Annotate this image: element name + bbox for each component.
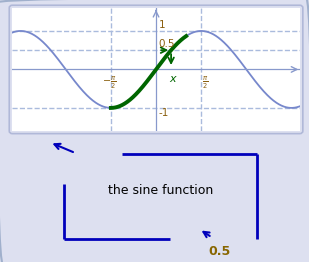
Text: $-\frac{\pi}{2}$: $-\frac{\pi}{2}$	[102, 74, 117, 91]
Text: the sine function: the sine function	[108, 184, 213, 197]
Text: $x$: $x$	[169, 74, 178, 84]
Text: 1: 1	[158, 20, 165, 30]
Text: $\frac{\pi}{2}$: $\frac{\pi}{2}$	[202, 74, 209, 91]
Text: 0.5: 0.5	[208, 245, 231, 258]
Text: 0.5: 0.5	[158, 39, 175, 50]
Text: -1: -1	[158, 108, 169, 118]
